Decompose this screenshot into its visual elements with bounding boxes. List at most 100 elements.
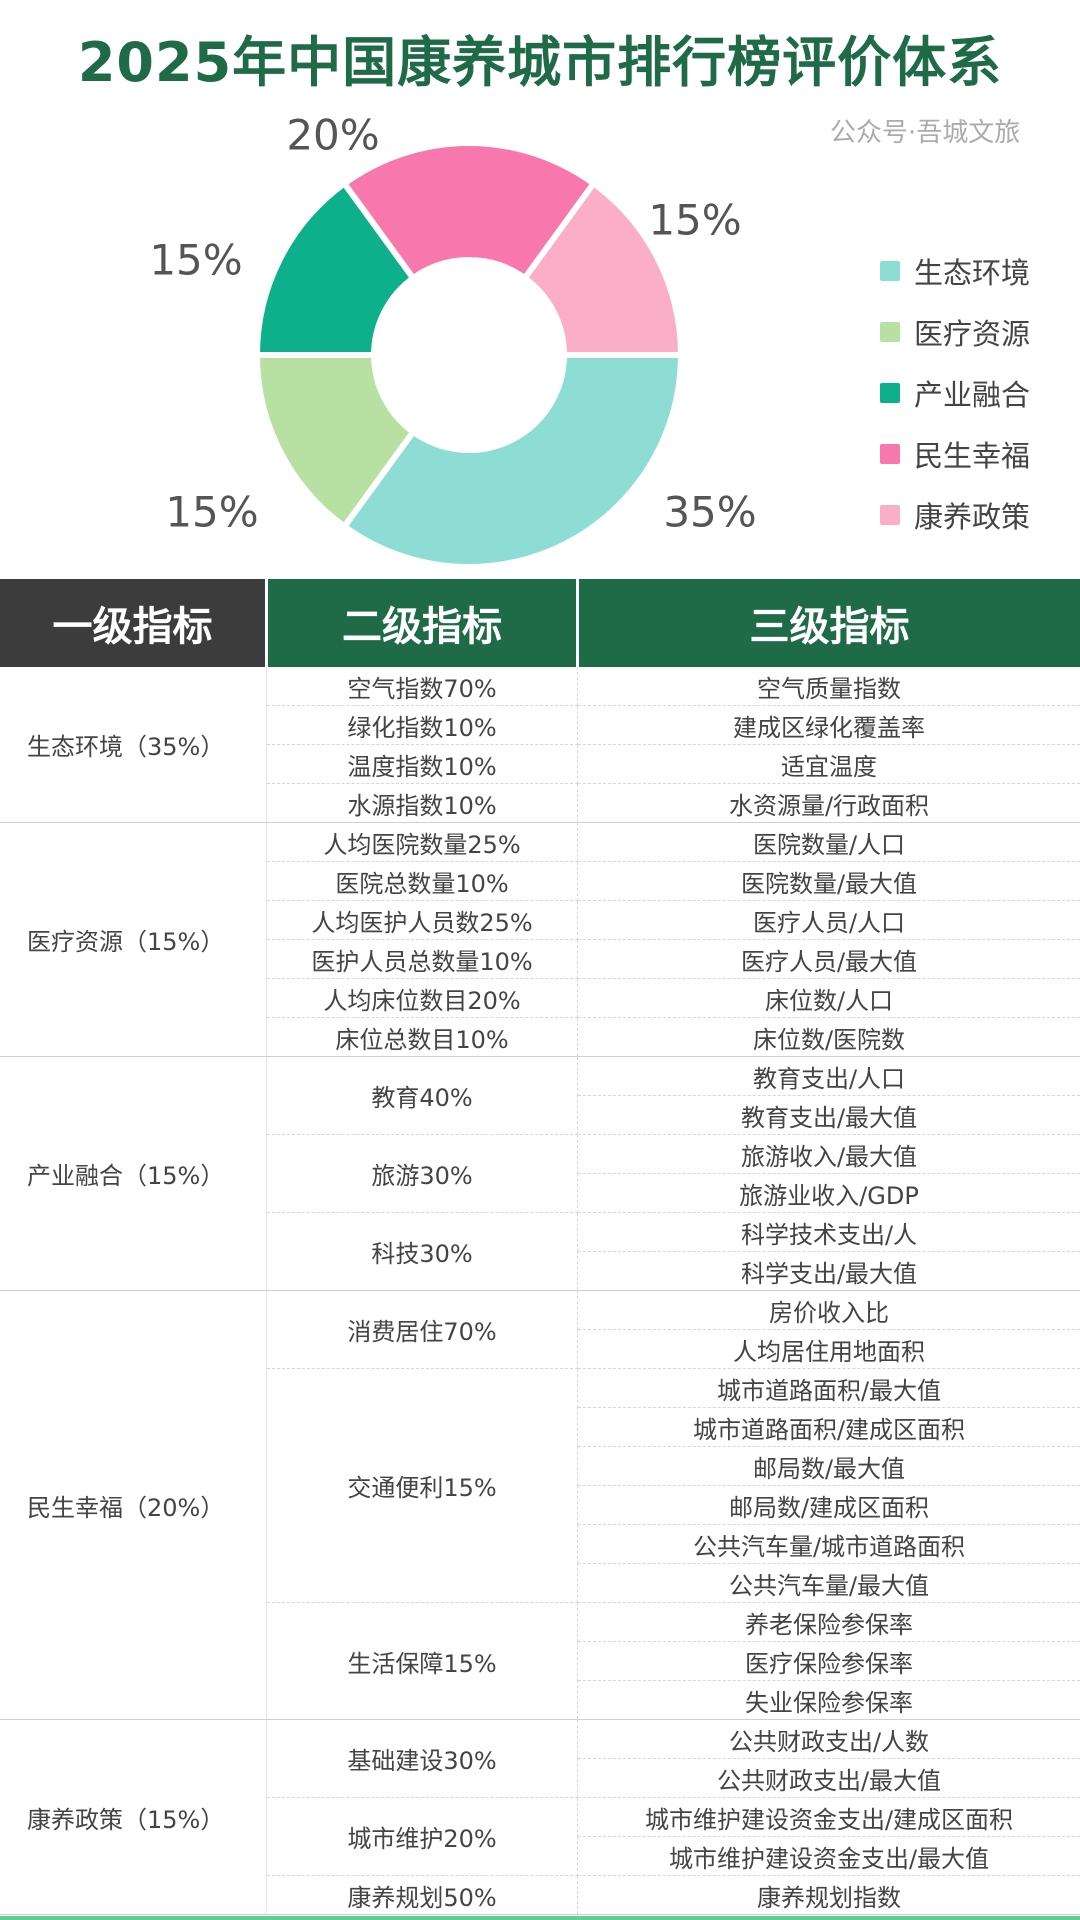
table-row: 水源指数10% 水资源量/行政面积 bbox=[0, 783, 1080, 823]
donut-chart bbox=[253, 140, 685, 570]
level3-cell: 床位数/人口 bbox=[577, 978, 1080, 1018]
level1-cell: 生态环境（35%） bbox=[0, 667, 267, 823]
level2-cell: 人均床位数目20% bbox=[266, 978, 578, 1018]
level2-cell: 人均医院数量25% bbox=[266, 822, 578, 862]
legend-label: 生态环境 bbox=[914, 255, 1031, 290]
level2-cell: 空气指数70% bbox=[266, 667, 578, 706]
level3-cell: 医院数量/人口 bbox=[577, 822, 1080, 862]
slice-label: 35% bbox=[663, 487, 757, 537]
table-row: 科技30% 科学技术支出/人 bbox=[0, 1212, 1080, 1291]
level2-cell: 消费居住70% bbox=[266, 1290, 578, 1369]
slice-label: 20% bbox=[286, 110, 380, 160]
indicator-table: 一级指标 二级指标 三级指标 生态环境（35%） 空气指数70% 空气质量指数 绿化指… bbox=[0, 579, 1080, 1915]
slice-label: 15% bbox=[149, 235, 243, 285]
level1-cell: 医疗资源（15%） bbox=[0, 822, 267, 1057]
table-row: 生活保障15% 养老保险参保率 bbox=[0, 1602, 1080, 1720]
slice-label: 15% bbox=[165, 487, 259, 537]
table-row: 医疗保险参保率 bbox=[0, 1641, 1080, 1681]
level2-cell: 教育40% bbox=[266, 1056, 578, 1135]
header-level1: 一级指标 bbox=[0, 579, 268, 667]
table-row: 人均医护人员数25% 医疗人员/人口 bbox=[0, 900, 1080, 940]
level2-cell: 交通便利15% bbox=[266, 1368, 578, 1603]
slice-2 bbox=[253, 352, 418, 531]
level3-cell: 旅游业收入/GDP bbox=[577, 1173, 1080, 1213]
legend-item: 生态环境 bbox=[880, 240, 1030, 301]
level2-cell: 医院总数量10% bbox=[266, 861, 578, 901]
table-row: 城市维护20% 城市维护建设资金支出/建成区面积 bbox=[0, 1797, 1080, 1876]
level3-cell: 医疗人员/最大值 bbox=[577, 939, 1080, 979]
level3-cell: 医疗人员/人口 bbox=[577, 900, 1080, 940]
table-row: 邮局数/最大值 bbox=[0, 1446, 1080, 1486]
table-row: 科学支出/最大值 bbox=[0, 1251, 1080, 1291]
table-row: 公共汽车量/城市道路面积 bbox=[0, 1524, 1080, 1564]
table-row: 医疗资源（15%） 人均医院数量25% 医院数量/人口 bbox=[0, 822, 1080, 1057]
table-row: 城市道路面积/建成区面积 bbox=[0, 1407, 1080, 1447]
table-row: 旅游业收入/GDP bbox=[0, 1173, 1080, 1213]
level1-cell: 产业融合（15%） bbox=[0, 1056, 267, 1291]
header-level2: 二级指标 bbox=[266, 579, 579, 667]
level1-cell: 康养政策（15%） bbox=[0, 1719, 267, 1915]
level2-cell: 人均医护人员数25% bbox=[266, 900, 578, 940]
table-row: 民生幸福（20%） 消费居住70% 房价收入比 bbox=[0, 1290, 1080, 1720]
bottom-border bbox=[0, 1916, 1080, 1920]
level2-cell: 医护人员总数量10% bbox=[266, 939, 578, 979]
level3-cell: 邮局数/最大值 bbox=[577, 1446, 1080, 1486]
table-row: 失业保险参保率 bbox=[0, 1680, 1080, 1720]
table-header-row: 一级指标 二级指标 三级指标 bbox=[0, 579, 1080, 667]
legend-swatch bbox=[880, 260, 900, 281]
level1-cell: 民生幸福（20%） bbox=[0, 1290, 267, 1720]
legend-swatch bbox=[880, 382, 900, 403]
legend-label: 民生幸福 bbox=[914, 438, 1031, 473]
level2-cell: 城市维护20% bbox=[266, 1797, 578, 1876]
level3-cell: 失业保险参保率 bbox=[577, 1680, 1080, 1720]
level3-cell: 空气质量指数 bbox=[577, 667, 1080, 706]
table-row: 绿化指数10% 建成区绿化覆盖率 bbox=[0, 705, 1080, 745]
legend-swatch bbox=[880, 321, 900, 342]
level3-cell: 养老保险参保率 bbox=[577, 1602, 1080, 1642]
table-row: 交通便利15% 城市道路面积/最大值 bbox=[0, 1368, 1080, 1603]
table-row: 教育支出/最大值 bbox=[0, 1095, 1080, 1135]
table-row: 床位总数目10% 床位数/医院数 bbox=[0, 1017, 1080, 1057]
page-title: 2025年中国康养城市排行榜评价体系 bbox=[77, 31, 1003, 94]
legend-label: 医疗资源 bbox=[914, 316, 1031, 351]
level3-cell: 医疗保险参保率 bbox=[577, 1641, 1080, 1681]
level3-cell: 建成区绿化覆盖率 bbox=[577, 705, 1080, 745]
level3-cell: 邮局数/建成区面积 bbox=[577, 1485, 1080, 1525]
level3-cell: 教育支出/最大值 bbox=[577, 1095, 1080, 1135]
level2-cell: 绿化指数10% bbox=[266, 705, 578, 745]
legend-item: 产业融合 bbox=[880, 362, 1030, 423]
level3-cell: 城市维护建设资金支出/最大值 bbox=[577, 1836, 1080, 1876]
table-row: 医护人员总数量10% 医疗人员/最大值 bbox=[0, 939, 1080, 979]
level2-cell: 旅游30% bbox=[266, 1134, 578, 1213]
level3-cell: 水资源量/行政面积 bbox=[577, 783, 1080, 823]
level3-cell: 城市道路面积/建成区面积 bbox=[577, 1407, 1080, 1447]
level3-cell: 适宜温度 bbox=[577, 744, 1080, 784]
watermark: 公众号·吾城文旅 bbox=[830, 118, 1021, 148]
slice-1 bbox=[340, 352, 685, 570]
level2-cell: 康养规划50% bbox=[266, 1875, 578, 1915]
level3-cell: 康养规划指数 bbox=[577, 1875, 1080, 1915]
legend-swatch bbox=[880, 443, 900, 464]
table-row: 城市维护建设资金支出/最大值 bbox=[0, 1836, 1080, 1876]
level3-cell: 公共汽车量/城市道路面积 bbox=[577, 1524, 1080, 1564]
slice-label: 15% bbox=[648, 195, 742, 245]
level3-cell: 床位数/医院数 bbox=[577, 1017, 1080, 1057]
legend-item: 民生幸福 bbox=[880, 423, 1030, 484]
table-row: 生态环境（35%） 空气指数70% 空气质量指数 bbox=[0, 667, 1080, 823]
table-row: 公共汽车量/最大值 bbox=[0, 1563, 1080, 1603]
slice-5 bbox=[520, 179, 685, 358]
header-level3: 三级指标 bbox=[577, 579, 1080, 667]
level3-cell: 公共财政支出/人数 bbox=[577, 1719, 1080, 1759]
level3-cell: 人均居住用地面积 bbox=[577, 1329, 1080, 1369]
table-row: 温度指数10% 适宜温度 bbox=[0, 744, 1080, 784]
level3-cell: 城市维护建设资金支出/建成区面积 bbox=[577, 1797, 1080, 1837]
legend-item: 康养政策 bbox=[880, 484, 1030, 545]
table-row: 康养政策（15%） 基础建设30% 公共财政支出/人数 bbox=[0, 1719, 1080, 1915]
slice-4 bbox=[340, 140, 598, 283]
table-row: 康养规划50% 康养规划指数 bbox=[0, 1875, 1080, 1915]
level2-cell: 温度指数10% bbox=[266, 744, 578, 784]
table-row: 人均居住用地面积 bbox=[0, 1329, 1080, 1369]
level3-cell: 房价收入比 bbox=[577, 1290, 1080, 1330]
level2-cell: 科技30% bbox=[266, 1212, 578, 1291]
level3-cell: 科学技术支出/人 bbox=[577, 1212, 1080, 1252]
